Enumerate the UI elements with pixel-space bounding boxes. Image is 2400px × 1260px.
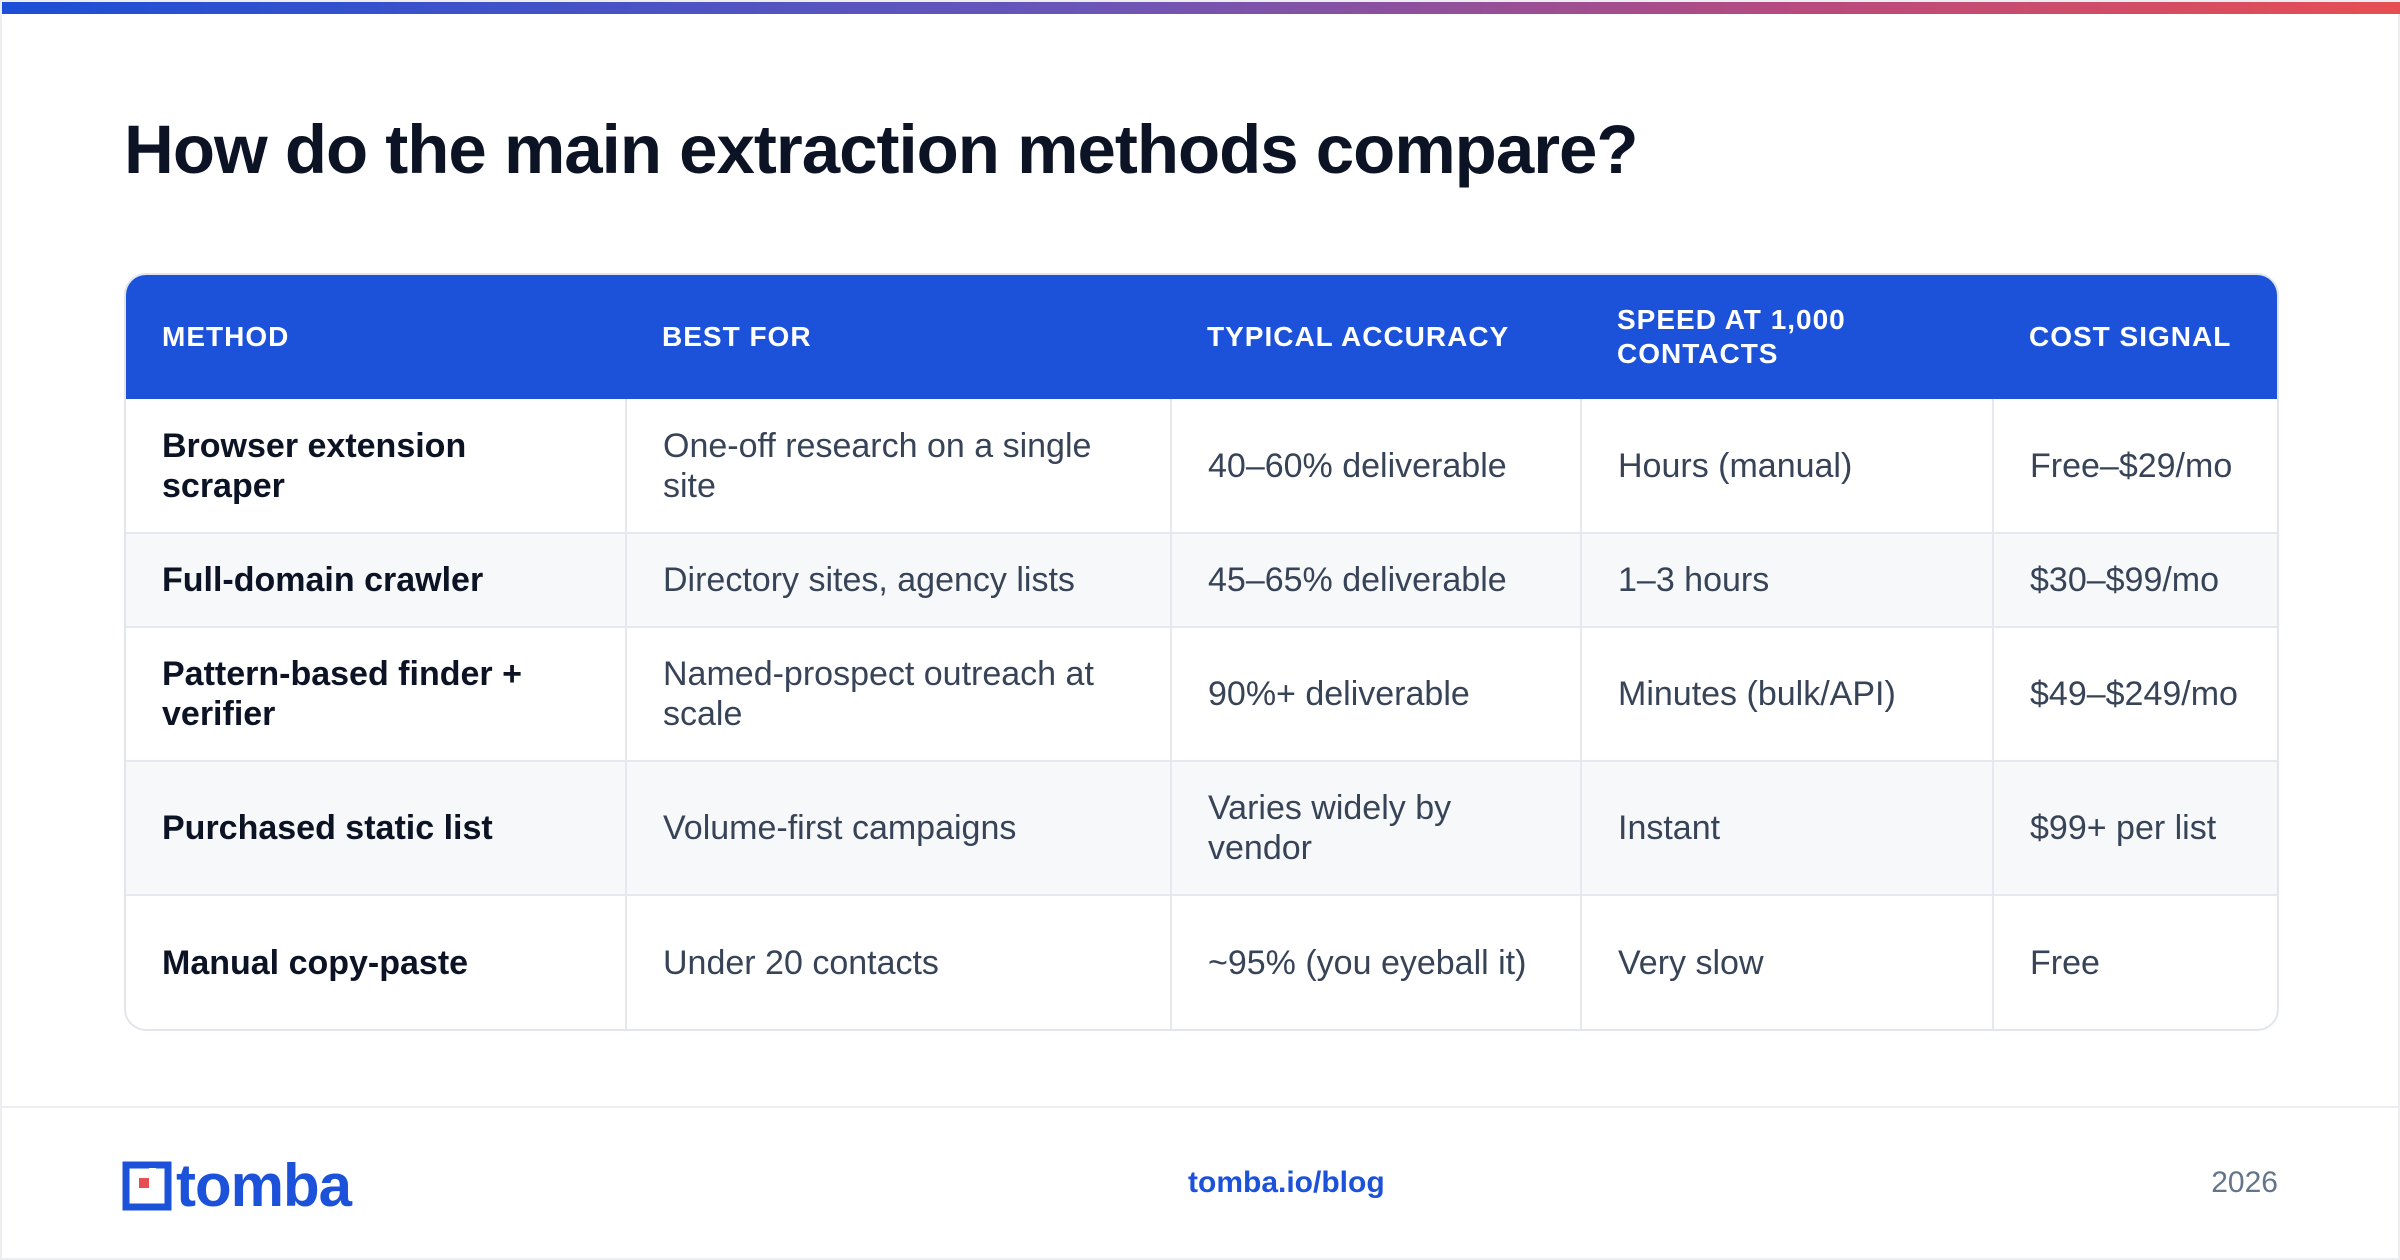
cell-accuracy: ~95% (you eyeball it) <box>1171 894 1582 1029</box>
cell-accuracy: 45–65% deliverable <box>1171 532 1582 627</box>
table-row: Pattern-based finder + verifier Named-pr… <box>126 626 2277 761</box>
table-header-row: METHOD BEST FOR TYPICAL ACCURACY SPEED A… <box>126 275 2277 399</box>
cell-best-for: Under 20 contacts <box>626 894 1172 1029</box>
tomba-logo[interactable]: tomba <box>122 1152 352 1219</box>
cell-method: Pattern-based finder + verifier <box>126 626 627 761</box>
gradient-top-bar <box>2 2 2400 14</box>
cell-best-for: Named-prospect outreach at scale <box>626 626 1172 761</box>
cell-method: Browser extension scraper <box>126 399 627 533</box>
cell-best-for: One-off research on a single site <box>626 399 1172 533</box>
footer-url-link[interactable]: tomba.io/blog <box>1188 1166 1385 1199</box>
cell-speed: Minutes (bulk/API) <box>1581 626 1994 761</box>
cell-method: Purchased static list <box>126 760 627 895</box>
cell-accuracy: Varies widely by vendor <box>1171 760 1582 895</box>
cell-cost: Free–$29/mo <box>2030 446 2233 485</box>
tomba-logo-mark-icon <box>122 1161 172 1211</box>
cell-method: Full-domain crawler <box>126 532 627 627</box>
header-typical-accuracy: TYPICAL ACCURACY <box>1207 321 1510 352</box>
footer-year: 2026 <box>2211 1166 2278 1199</box>
cell-cost: $49–$249/mo <box>1993 626 2277 761</box>
footer: tomba tomba.io/blog 2026 <box>2 1106 2398 1260</box>
header-method: METHOD <box>162 321 290 352</box>
header-speed: SPEED AT 1,000 CONTACTS <box>1617 304 1846 369</box>
cell-cost: $99+ per list <box>1993 760 2277 895</box>
cell-accuracy: 90%+ deliverable <box>1171 626 1582 761</box>
cell-speed: Instant <box>1581 760 1994 895</box>
table-row: Manual copy-paste Under 20 contacts ~95%… <box>126 894 2277 1029</box>
cell-best-for: Directory sites, agency lists <box>626 532 1172 627</box>
cell-accuracy: 40–60% deliverable <box>1171 399 1582 533</box>
cell-method: Manual copy-paste <box>126 894 627 1029</box>
header-best-for: BEST FOR <box>662 321 812 352</box>
cell-cost: $30–$99/mo <box>1993 532 2277 627</box>
header-cost-signal: COST SIGNAL <box>2029 321 2232 352</box>
cell-speed: 1–3 hours <box>1581 532 1994 627</box>
table-row: Purchased static list Volume-first campa… <box>126 760 2277 895</box>
table-row: Full-domain crawler Directory sites, age… <box>126 532 2277 627</box>
cell-best-for: Volume-first campaigns <box>626 760 1172 895</box>
page-title: How do the main extraction methods compa… <box>124 111 1639 188</box>
logo-text: tomba <box>176 1152 352 1219</box>
table-row: Browser extension scraper One-off resear… <box>126 399 2277 533</box>
cell-cost: Free <box>1993 894 2277 1029</box>
cell-speed: Hours (manual) <box>1581 399 1994 533</box>
cell-speed: Very slow <box>1581 894 1994 1029</box>
comparison-table: METHOD BEST FOR TYPICAL ACCURACY SPEED A… <box>124 273 2279 1031</box>
